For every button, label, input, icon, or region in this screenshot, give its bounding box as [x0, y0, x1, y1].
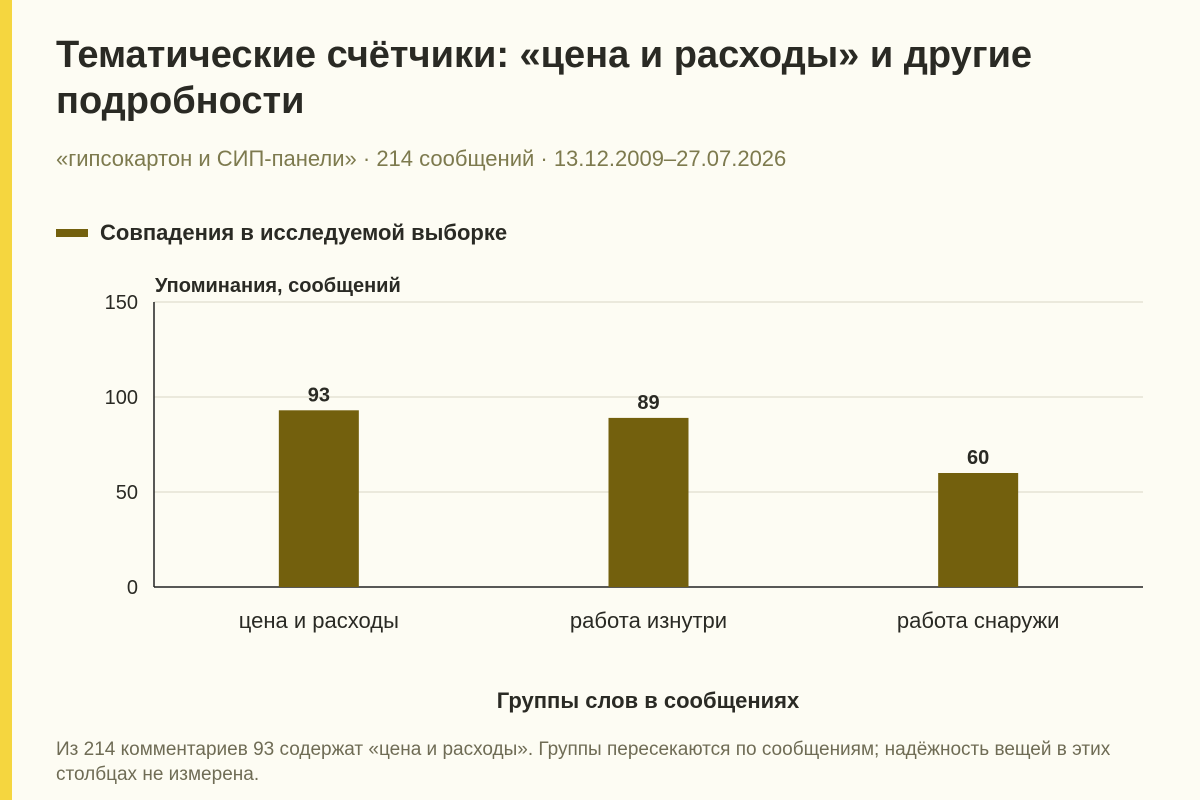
bar-value-label: 89	[637, 392, 659, 414]
bars-layer	[278, 410, 1019, 587]
footnote: Из 214 комментариев 93 содержат «цена и …	[56, 739, 1111, 785]
legend-label: Совпадения в исследуемой выборке	[100, 220, 508, 245]
chart-subtitle: «гипсокартон и СИП-панели» · 214 сообщен…	[56, 146, 787, 171]
legend: Совпадения в исследуемой выборке	[56, 220, 507, 246]
x-axis-label: Группы слов в сообщениях	[497, 688, 800, 713]
accent-bar	[0, 0, 12, 800]
y-tick-label: 0	[127, 577, 138, 599]
bar	[608, 417, 689, 587]
bar	[278, 410, 359, 587]
legend-swatch	[56, 229, 88, 237]
y-tick-label: 100	[105, 387, 138, 409]
bar-value-label: 60	[967, 447, 989, 469]
x-tick-label: работа снаружи	[897, 608, 1060, 633]
x-tick-label: работа изнутри	[570, 608, 727, 633]
labels-layer: 0 50 100 150 93 цена и расходы 89 работа изнутр…	[105, 292, 1060, 633]
y-tick-label: 50	[116, 482, 138, 504]
y-axis-label: Упоминания, сообщений	[155, 275, 401, 297]
bar	[938, 473, 1019, 587]
bar-value-label: 93	[308, 384, 330, 406]
y-tick-label: 150	[105, 292, 138, 314]
x-tick-label: цена и расходы	[239, 608, 399, 633]
chart-title: Тематические счётчики: «цена и расходы» …	[56, 34, 1033, 122]
